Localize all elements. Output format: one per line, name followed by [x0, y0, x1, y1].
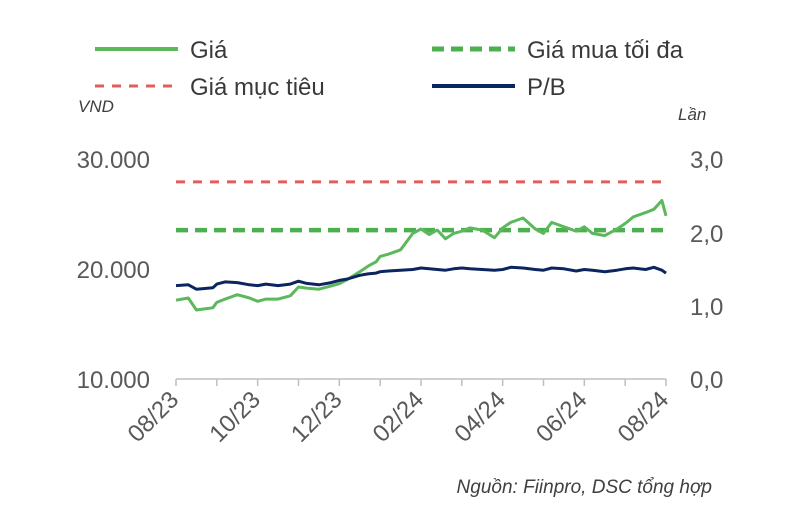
right-tick-1: 1,0	[690, 294, 723, 321]
legend-label-gia: Giá	[190, 37, 228, 64]
series-layer	[175, 180, 668, 312]
right-axis: 3,0 2,0 1,0 0,0	[690, 147, 723, 394]
legend-label-gia-mua-toi-da: Giá mua tối đa	[527, 37, 684, 64]
x-tick-label: 08/23	[123, 386, 185, 448]
x-axis	[175, 379, 667, 386]
x-tick-label: 04/24	[449, 386, 511, 448]
x-tick-label: 10/23	[204, 386, 266, 448]
left-tick-30000: 30.000	[77, 147, 150, 174]
series-line-gi-	[175, 199, 668, 312]
left-axis: 30.000 20.000 10.000	[77, 147, 150, 394]
left-tick-20000: 20.000	[77, 257, 150, 284]
x-tick-label: 02/24	[368, 386, 430, 448]
source-note: Nguồn: Fiinpro, DSC tổng hợp	[457, 477, 712, 498]
right-tick-0: 0,0	[690, 367, 723, 394]
legend: Giá Giá mua tối đa Giá mục tiêu P/B	[95, 37, 684, 101]
legend-label-gia-muc-tieu: Giá mục tiêu	[190, 74, 325, 101]
legend-label-pb: P/B	[527, 74, 566, 101]
right-tick-3: 3,0	[690, 147, 723, 174]
right-tick-2: 2,0	[690, 221, 723, 248]
right-axis-unit: Lần	[678, 105, 706, 124]
left-tick-10000: 10.000	[77, 367, 150, 394]
series-line-p-b	[175, 265, 667, 291]
x-tick-label: 08/24	[613, 386, 675, 448]
x-tick-label: 12/23	[286, 386, 348, 448]
x-axis-labels: 08/23 10/23 12/23 02/24 04/24 06/24 08/24	[123, 386, 675, 448]
left-axis-unit: VND	[78, 97, 114, 116]
x-tick-label: 06/24	[531, 386, 593, 448]
